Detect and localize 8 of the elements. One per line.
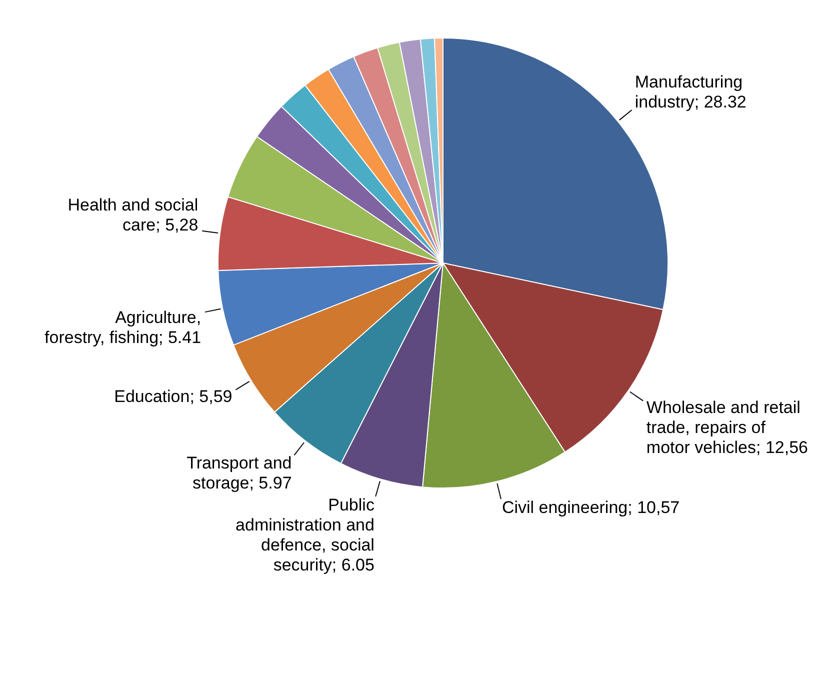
slice-label: Civil engineering; 10,57 [502,498,680,517]
slice-label: Manufacturing industry; 28.32 [634,72,746,112]
slice-label: Education; 5,59 [114,386,232,406]
slice-label: Wholesale and retail trade, repairs of motor vehicles; 12,56 [646,398,808,458]
slice-label: Transport and storage; 5.97 [186,453,292,492]
slice-label: Health and social care; 5,28 [68,195,198,234]
slice-label: Agriculture, forestry, fishing; 5.41 [44,308,202,347]
slice-label: Public administration and defence, social security; 6.05 [236,495,375,574]
